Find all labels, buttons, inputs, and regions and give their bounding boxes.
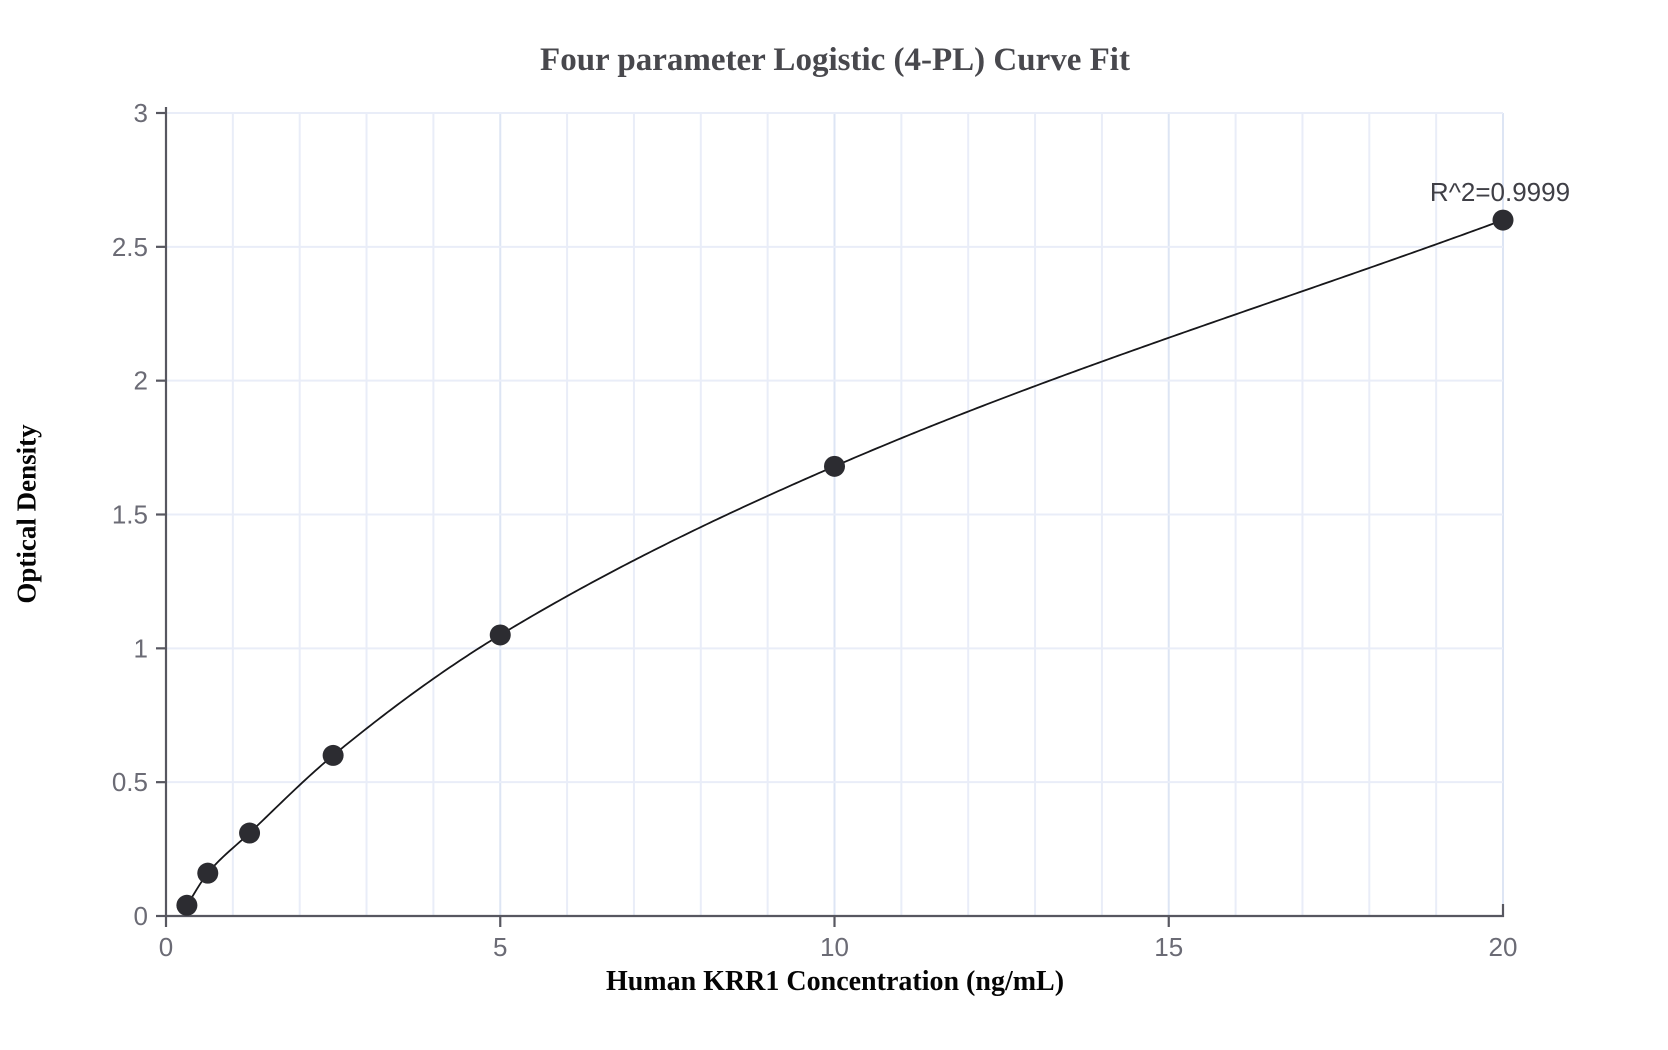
y-tick-label: 3	[134, 98, 148, 128]
x-tick-label: 5	[493, 932, 507, 962]
x-tick-label: 15	[1154, 932, 1183, 962]
tick-marks: 0 0.5 1 1.5 2 2.5 3 0 5 10 15 20	[112, 98, 1518, 962]
x-tick-label: 10	[820, 932, 849, 962]
data-point	[824, 455, 845, 477]
y-tick-label: 2.5	[112, 232, 148, 262]
y-tick-label: 2	[134, 366, 148, 396]
y-tick-label: 0.5	[112, 767, 148, 797]
fit-curve	[186, 219, 1504, 906]
data-point	[176, 894, 198, 916]
x-tick-label: 0	[159, 932, 173, 962]
data-point	[239, 822, 261, 844]
x-axis-title: Human KRR1 Concentration (ng/mL)	[605, 966, 1065, 997]
data-point	[489, 624, 511, 646]
gridlines	[166, 112, 1504, 916]
data-points	[176, 209, 1514, 916]
data-point	[197, 862, 219, 884]
chart-title: Four parameter Logistic (4-PL) Curve Fit	[540, 42, 1130, 78]
data-point	[1492, 209, 1514, 231]
data-point	[322, 744, 344, 766]
r-squared-annotation: R^2=0.9999	[1429, 177, 1571, 207]
y-tick-label: 0	[134, 901, 148, 931]
y-tick-label: 1	[134, 633, 148, 663]
y-tick-label: 1.5	[112, 500, 148, 530]
x-tick-label: 20	[1489, 932, 1518, 962]
